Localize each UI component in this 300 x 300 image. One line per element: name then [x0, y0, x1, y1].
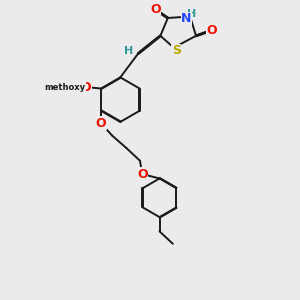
Text: O: O — [206, 24, 217, 37]
Text: S: S — [172, 44, 181, 57]
Text: methoxy: methoxy — [44, 82, 85, 91]
Text: O: O — [150, 3, 161, 16]
Text: H: H — [187, 9, 196, 20]
Text: N: N — [181, 12, 192, 26]
Text: O: O — [137, 167, 148, 181]
Text: O: O — [96, 117, 106, 130]
Text: O: O — [80, 80, 91, 94]
Text: H: H — [124, 46, 133, 56]
